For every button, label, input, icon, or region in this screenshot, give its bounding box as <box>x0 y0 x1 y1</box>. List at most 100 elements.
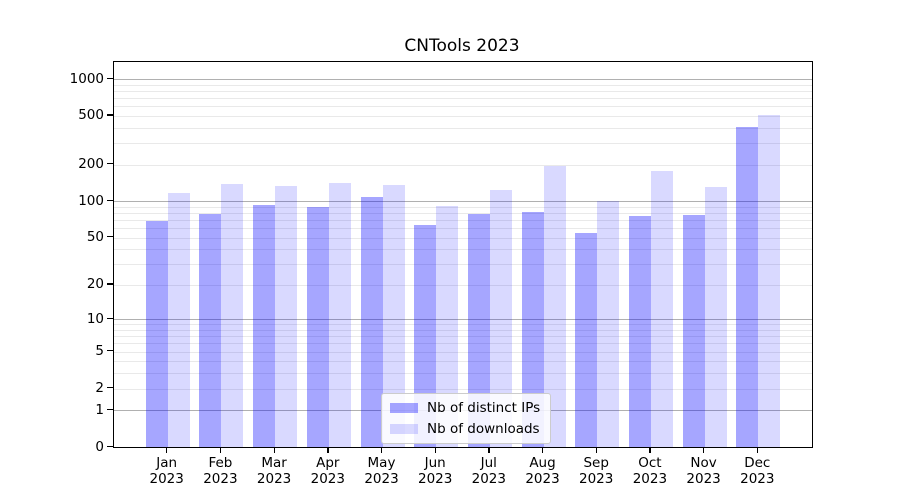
bar-distinct-ips <box>306 206 329 447</box>
x-tick-year: 2023 <box>310 471 345 487</box>
bar-downloads <box>650 171 673 447</box>
gridline <box>114 361 812 363</box>
x-tick-label: Apr 2023 <box>296 455 360 487</box>
y-tick-label: 500 <box>78 107 104 124</box>
bar-downloads <box>382 184 405 447</box>
gridline <box>114 237 812 239</box>
gridline <box>114 206 812 208</box>
x-tick-mark <box>219 447 222 453</box>
x-tick-label: Nov 2023 <box>672 455 736 487</box>
x-tick-mark <box>488 447 490 453</box>
bar-distinct-ips <box>736 127 759 447</box>
legend-item: Nb of downloads <box>390 421 542 437</box>
x-tick-mark <box>434 447 436 453</box>
x-tick-label: May 2023 <box>350 455 414 487</box>
bar-downloads <box>597 201 620 447</box>
y-tick-mark <box>107 317 113 320</box>
y-tick-mark <box>107 199 113 201</box>
y-tick-mark <box>107 408 113 410</box>
x-tick-label: Jun 2023 <box>403 455 467 487</box>
gridline <box>114 98 812 99</box>
x-tick-year: 2023 <box>364 471 399 487</box>
x-tick-label: Oct 2023 <box>618 455 682 487</box>
gridline <box>114 373 812 375</box>
x-tick-month: Mar <box>261 455 287 471</box>
x-tick-year: 2023 <box>471 471 506 487</box>
gridline <box>114 388 812 390</box>
bar-distinct-ips <box>253 205 276 447</box>
gridline <box>114 164 812 166</box>
x-tick-label: Feb 2023 <box>188 455 252 487</box>
gridline <box>114 319 812 321</box>
bar-downloads <box>543 166 566 447</box>
y-tick-label: 100 <box>78 192 104 209</box>
gridline <box>114 143 812 144</box>
gridline <box>114 249 812 251</box>
bar-downloads <box>758 114 781 447</box>
y-tick-label: 20 <box>86 276 104 293</box>
x-tick-month: Oct <box>638 455 662 471</box>
y-tick-mark <box>107 445 113 447</box>
x-tick-mark <box>649 447 651 453</box>
x-tick-month: Dec <box>744 455 771 471</box>
x-tick-mark <box>327 447 329 453</box>
y-tick-mark <box>107 163 113 165</box>
y-tick-mark <box>107 77 113 79</box>
x-tick-month: Jan <box>156 455 178 471</box>
x-tick-mark <box>542 447 544 453</box>
x-tick-year: 2023 <box>579 471 614 487</box>
gridline <box>114 324 812 326</box>
legend-item-label: Nb of distinct IPs <box>427 400 541 416</box>
y-tick-label: 50 <box>86 229 104 246</box>
x-tick-label: Mar 2023 <box>242 455 306 487</box>
bar-distinct-ips <box>628 215 651 447</box>
legend-swatch <box>390 403 418 413</box>
gridline <box>114 84 812 86</box>
bar-downloads <box>436 206 459 447</box>
x-tick-month: Aug <box>529 455 556 471</box>
x-tick-mark <box>273 447 275 453</box>
x-tick-label: Jan 2023 <box>135 455 199 487</box>
plot-area: Nb of distinct IPs Nb of downloads <box>113 61 813 448</box>
y-tick-label: 1000 <box>69 70 104 87</box>
x-tick-year: 2023 <box>740 471 775 487</box>
y-tick-label: 5 <box>95 343 104 360</box>
y-tick-mark <box>107 283 113 285</box>
x-tick-mark <box>381 447 383 453</box>
x-tick-year: 2023 <box>256 471 292 487</box>
gridline <box>114 351 812 353</box>
bar-downloads <box>167 192 190 447</box>
bar-distinct-ips <box>521 211 544 447</box>
legend-item-label: Nb of downloads <box>427 421 540 437</box>
x-tick-year: 2023 <box>686 471 721 487</box>
gridline <box>114 106 812 108</box>
y-tick-mark <box>107 387 113 389</box>
x-tick-year: 2023 <box>149 471 184 487</box>
bar-downloads <box>704 186 727 447</box>
y-tick-mark <box>107 350 113 352</box>
bar-distinct-ips <box>145 220 168 447</box>
y-tick-label: 1 <box>95 401 104 418</box>
y-tick-label: 200 <box>78 156 104 172</box>
bar-downloads <box>275 185 298 447</box>
gridline <box>114 219 812 221</box>
bar-distinct-ips <box>414 224 437 447</box>
bar-downloads <box>489 189 512 447</box>
x-tick-month: Jul <box>480 455 497 471</box>
bar-distinct-ips <box>682 214 705 447</box>
gridline <box>114 90 812 92</box>
x-tick-year: 2023 <box>418 471 453 487</box>
legend: Nb of distinct IPs Nb of downloads <box>381 393 551 444</box>
gridline <box>114 336 812 338</box>
x-tick-month: Nov <box>690 455 717 471</box>
y-tick-label: 10 <box>86 310 104 327</box>
bar-downloads <box>328 183 351 447</box>
x-tick-label: Dec 2023 <box>725 455 789 487</box>
x-tick-mark <box>703 447 705 453</box>
x-tick-mark <box>756 447 759 453</box>
x-tick-label: Aug 2023 <box>511 455 575 487</box>
bar-distinct-ips <box>360 197 383 447</box>
y-tick-mark <box>107 114 113 116</box>
gridline <box>114 343 812 345</box>
